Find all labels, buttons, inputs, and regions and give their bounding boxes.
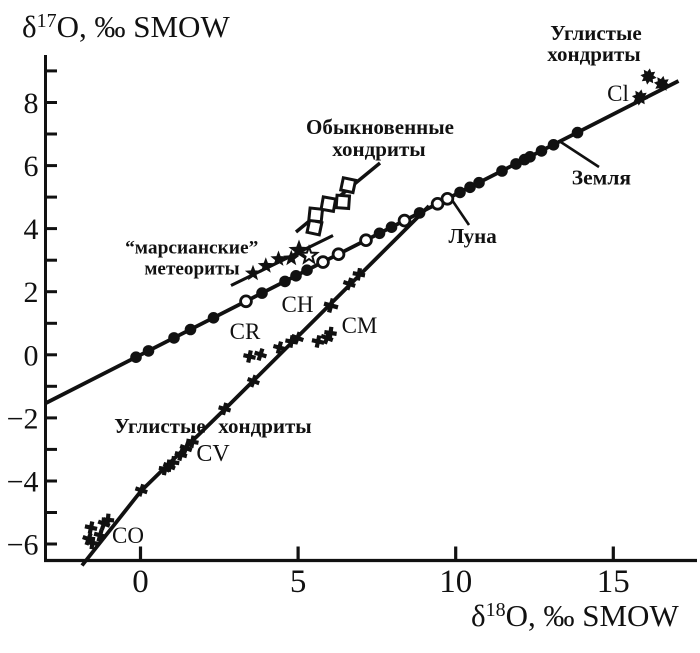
svg-text:CR: CR [230,319,261,344]
svg-text:хондриты: хондриты [547,42,640,66]
svg-text:6: 6 [24,150,39,183]
svg-text:CO: CO [112,523,144,548]
svg-text:4: 4 [24,213,39,246]
svg-text:0: 0 [24,339,39,372]
svg-text:2: 2 [24,276,39,309]
svg-text:15: 15 [597,564,630,600]
svg-text:10: 10 [439,564,472,600]
svg-text:хондриты: хондриты [218,414,311,438]
svg-text:Cl: Cl [607,81,629,106]
svg-text:Земля: Земля [572,166,632,190]
svg-text:0: 0 [132,564,149,600]
svg-text:CH: CH [282,292,314,317]
svg-text:−6: −6 [7,529,39,562]
svg-text:δ18O, ‰ SMOW: δ18O, ‰ SMOW [471,598,679,633]
svg-text:Углистые: Углистые [114,414,205,438]
svg-text:δ17O, ‰ SMOW: δ17O, ‰ SMOW [22,9,230,44]
svg-text:−2: −2 [7,402,39,435]
svg-text:5: 5 [290,564,307,600]
svg-text:метеориты: метеориты [144,259,239,280]
svg-text:CM: CM [342,313,378,338]
svg-text:Углистые: Углистые [550,21,641,45]
svg-text:−4: −4 [7,466,39,499]
svg-text:Луна: Луна [448,224,497,248]
svg-text:Обыкновенные: Обыкновенные [306,115,454,139]
svg-text:“марсианские”: “марсианские” [125,238,258,259]
svg-text:8: 8 [24,87,39,120]
svg-text:CV: CV [196,441,230,467]
svg-text:хондриты: хондриты [332,137,425,161]
